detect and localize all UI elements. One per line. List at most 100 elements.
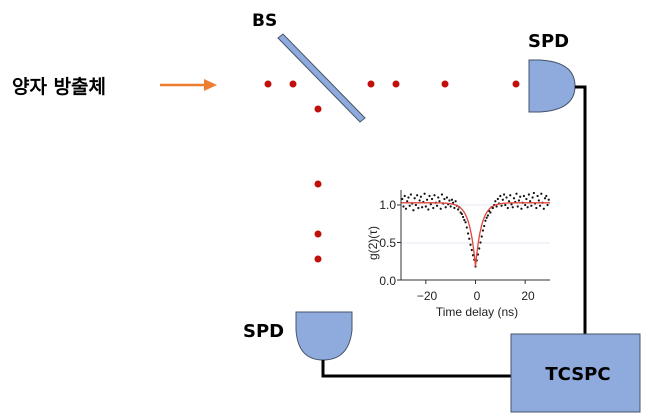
data-point — [439, 207, 442, 210]
data-point — [509, 194, 512, 197]
data-point — [416, 194, 419, 197]
data-point — [529, 200, 532, 203]
data-point — [468, 237, 471, 240]
data-point — [404, 207, 408, 210]
data-point — [419, 195, 422, 198]
data-point — [527, 193, 530, 196]
fit-curve — [401, 202, 550, 267]
quantum-emitter-label: 양자 방출체 — [12, 76, 106, 98]
photon — [367, 80, 375, 88]
data-point — [459, 211, 462, 214]
data-point — [485, 216, 488, 219]
data-point — [453, 206, 456, 210]
data-point — [443, 197, 446, 201]
photon — [314, 105, 322, 113]
data-point — [466, 232, 470, 235]
data-point — [481, 229, 485, 232]
spd-top-label: SPD — [528, 31, 569, 52]
data-point — [547, 198, 550, 201]
data-point — [480, 235, 483, 238]
photon — [392, 80, 400, 88]
data-point — [517, 199, 521, 202]
data-point — [432, 206, 435, 210]
data-point — [522, 194, 526, 198]
data-point — [437, 196, 440, 199]
data-point — [412, 209, 415, 212]
data-point — [494, 200, 497, 203]
photon — [512, 80, 520, 88]
xtick-label: −20 — [417, 289, 438, 303]
data-point — [465, 226, 468, 229]
beam-splitter-label: BS — [252, 11, 277, 31]
photon — [314, 255, 322, 263]
data-point — [469, 243, 472, 246]
data-point — [414, 203, 417, 207]
data-point — [402, 205, 405, 208]
data-point — [501, 198, 504, 201]
data-point — [438, 200, 441, 203]
data-point — [525, 197, 528, 201]
data-point — [463, 218, 466, 222]
data-point — [460, 212, 463, 216]
data-point — [413, 197, 416, 200]
spd-bottom-detector — [295, 311, 353, 361]
data-point — [464, 221, 467, 224]
data-point — [421, 206, 424, 209]
data-point — [540, 192, 543, 195]
data-point — [471, 254, 475, 257]
data-point — [448, 199, 451, 202]
spd-top-detector — [528, 59, 576, 113]
ytick-label: 0.0 — [379, 274, 396, 288]
data-point — [495, 205, 498, 208]
beam-splitter — [277, 33, 366, 123]
data-point — [478, 247, 481, 250]
data-point — [546, 203, 549, 207]
ytick-label: 0.5 — [379, 236, 396, 250]
data-point — [479, 241, 482, 244]
data-point — [484, 219, 487, 222]
data-point — [423, 192, 426, 195]
data-point — [450, 198, 454, 201]
data-point — [449, 205, 452, 208]
data-point — [512, 197, 516, 200]
data-point — [407, 196, 410, 199]
data-point — [531, 196, 534, 199]
data-point — [470, 248, 473, 252]
data-point — [486, 214, 490, 217]
data-point — [435, 204, 439, 207]
data-point — [440, 193, 444, 196]
data-point — [433, 194, 436, 197]
data-point — [454, 200, 457, 203]
data-point — [445, 196, 449, 199]
y-axis-label: g(2)(τ) — [366, 226, 380, 260]
photon — [441, 80, 449, 88]
data-point — [417, 206, 420, 210]
data-point — [524, 203, 527, 207]
data-point — [444, 206, 447, 209]
data-point — [505, 196, 508, 199]
data-point — [499, 194, 502, 198]
photon — [314, 230, 322, 238]
data-point — [428, 194, 431, 198]
data-point — [538, 204, 542, 207]
photon — [264, 80, 272, 88]
data-point — [542, 207, 545, 210]
data-point — [461, 215, 465, 219]
data-point — [532, 191, 535, 195]
data-point — [500, 204, 503, 207]
data-point — [504, 203, 507, 207]
data-point — [520, 207, 523, 210]
data-point — [545, 194, 548, 198]
data-point — [507, 200, 511, 203]
data-point — [491, 206, 494, 210]
data-point — [510, 203, 513, 206]
data-point — [409, 193, 413, 196]
photon — [289, 80, 297, 88]
data-point — [425, 198, 429, 201]
cable-top — [575, 85, 587, 334]
data-point — [506, 206, 509, 210]
data-point — [519, 195, 522, 198]
data-point — [427, 208, 430, 211]
data-point — [489, 211, 492, 214]
data-point — [516, 205, 519, 208]
